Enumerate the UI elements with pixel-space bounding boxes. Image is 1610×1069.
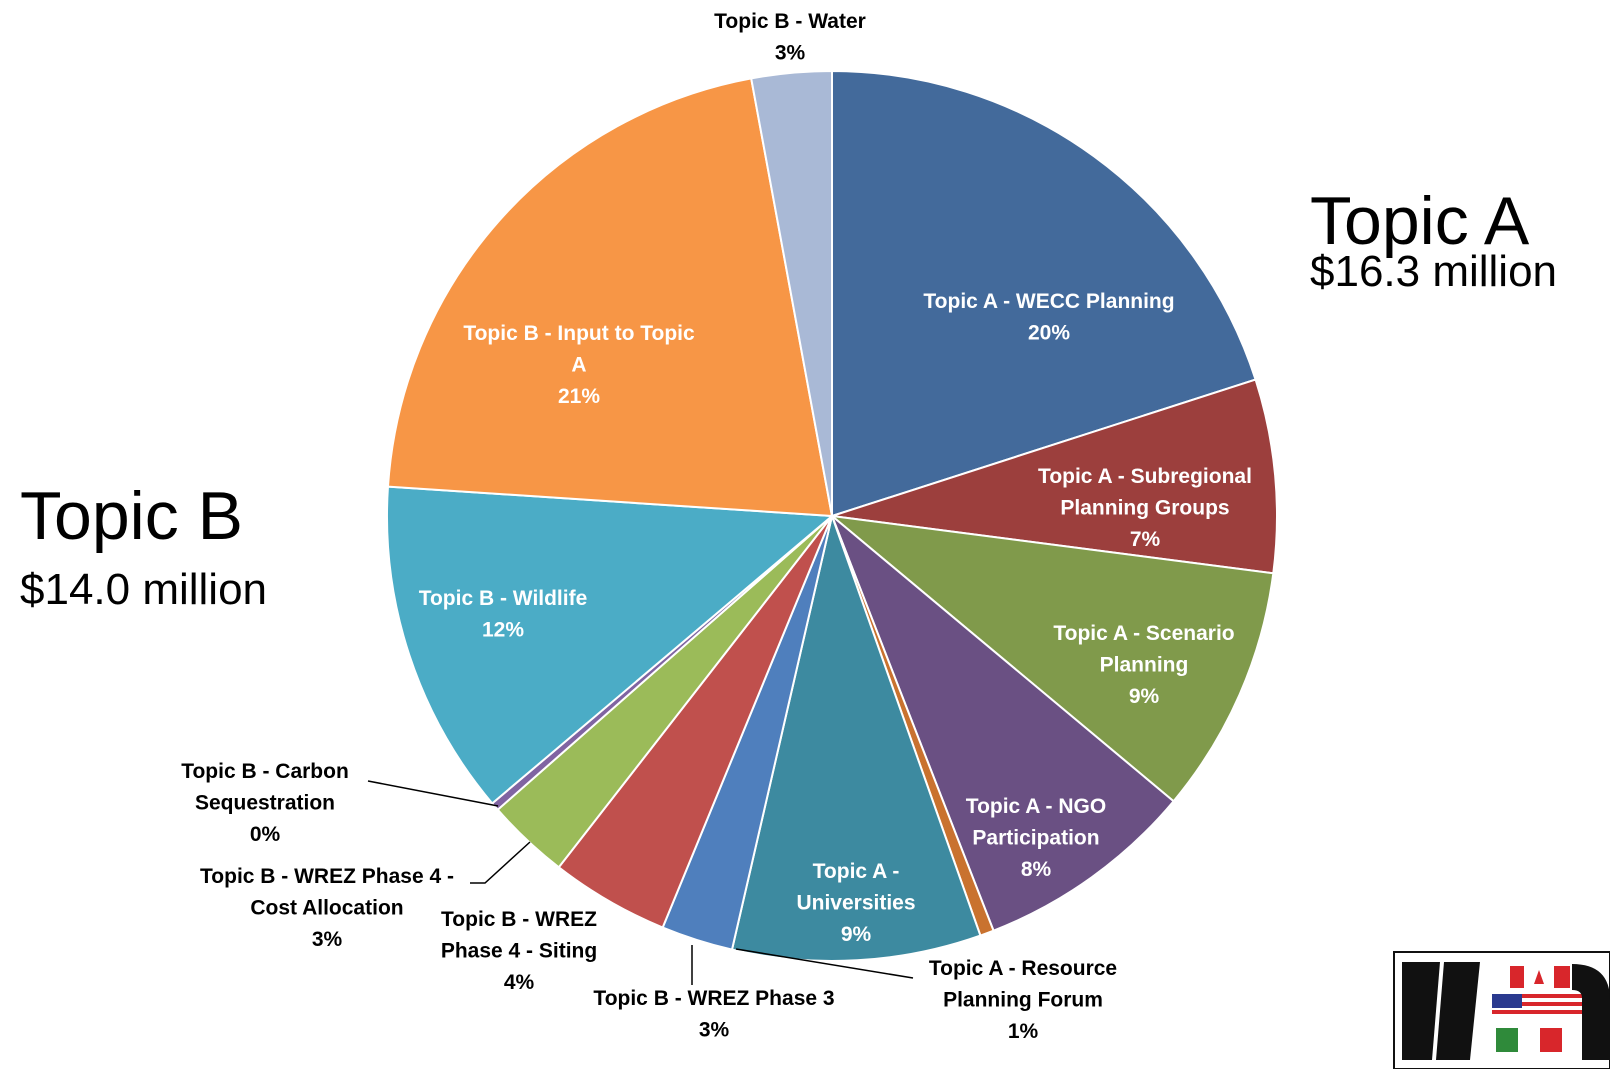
pie-slice-2 <box>828 514 1275 803</box>
slice-label-3: Topic A - NGO Participation 8% <box>966 795 1106 881</box>
slice-label-10: Topic B - Wildlife 12% <box>419 587 588 642</box>
pie-slice-12 <box>750 69 833 517</box>
pie-slice-10 <box>386 485 835 805</box>
topic-a-title: Topic A <box>1310 183 1530 259</box>
slice-label-line-7-0: Topic B - WREZ <box>441 908 597 931</box>
slice-percent-6: 3% <box>699 1018 730 1041</box>
slice-percent-8: 3% <box>312 928 343 951</box>
slice-label-5: Topic A - Universities 9% <box>796 860 915 946</box>
slice-label-line-3-1: Participation <box>972 826 1099 849</box>
slice-label-line-8-1: Cost Allocation <box>250 896 403 919</box>
slice-percent-4: 1% <box>1008 1020 1039 1043</box>
slice-percent-9: 0% <box>250 823 281 846</box>
slice-labels: Topic A - WECC Planning 20% Topic A - Subr… <box>181 10 1252 1043</box>
slice-label-line-11-1: A <box>571 353 586 376</box>
pie-slice-3 <box>831 515 1175 932</box>
pie-slice-1 <box>831 378 1278 575</box>
slice-label-line-5-0: Topic A - <box>813 860 900 883</box>
slice-label-line-4-1: Planning Forum <box>943 988 1103 1011</box>
slice-label-8: Topic B - WREZ Phase 4 - Cost Allocation 3… <box>200 865 454 951</box>
slice-label-12: Topic B - Water 3% <box>714 10 866 65</box>
slice-label-6: Topic B - WREZ Phase 3 3% <box>593 987 834 1042</box>
slice-label-0: Topic A - WECC Planning 20% <box>923 290 1174 345</box>
slice-label-9: Topic B - Carbon Sequestration 0% <box>181 760 349 846</box>
slice-label-line-11-0: Topic B - Input to Topic <box>463 322 695 345</box>
slice-percent-11: 21% <box>558 385 600 408</box>
slice-label-line-7-1: Phase 4 - Siting <box>441 939 597 962</box>
slice-percent-10: 12% <box>482 618 524 641</box>
pie-slices <box>386 69 1278 963</box>
slice-label-11: Topic B - Input to Topic A 21% <box>463 322 695 408</box>
slice-label-line-1-1: Planning Groups <box>1060 496 1229 519</box>
slice-percent-5: 9% <box>841 923 872 946</box>
slice-label-line-2-0: Topic A - Scenario <box>1053 622 1234 645</box>
slice-percent-0: 20% <box>1028 321 1070 344</box>
slice-label-1: Topic A - Subregional Planning Groups 7% <box>1038 465 1252 551</box>
slice-label-line-10-0: Topic B - Wildlife <box>419 587 588 610</box>
slice-percent-2: 9% <box>1129 685 1160 708</box>
pie-slice-11 <box>386 77 834 518</box>
slice-label-2: Topic A - Scenario Planning 9% <box>1053 622 1234 708</box>
slice-label-7: Topic B - WREZ Phase 4 - Siting 4% <box>441 908 597 994</box>
pie-slice-0 <box>831 69 1257 518</box>
slice-percent-3: 8% <box>1021 858 1052 881</box>
pie-slice-5 <box>730 512 982 963</box>
leader-line-8 <box>470 841 531 884</box>
wecc-logo <box>1392 950 1610 1069</box>
slice-label-line-9-1: Sequestration <box>195 791 335 814</box>
slice-label-line-0-0: Topic A - WECC Planning <box>923 290 1174 313</box>
slice-label-line-1-0: Topic A - Subregional <box>1038 465 1252 488</box>
slice-label-4: Topic A - Resource Planning Forum 1% <box>929 957 1117 1043</box>
slice-label-line-8-0: Topic B - WREZ Phase 4 - <box>200 865 454 888</box>
topic-a-amount: $16.3 million <box>1310 247 1558 296</box>
slice-label-line-9-0: Topic B - Carbon <box>181 760 349 783</box>
slice-percent-12: 3% <box>775 41 806 64</box>
leader-line-4 <box>735 948 914 979</box>
slice-label-line-12-0: Topic B - Water <box>714 10 866 33</box>
topic-b-title: Topic B <box>20 478 243 554</box>
leader-lines <box>367 780 914 985</box>
leader-line-9 <box>367 780 499 807</box>
slice-label-line-4-0: Topic A - Resource <box>929 957 1117 980</box>
topic-b-amount: $14.0 million <box>20 565 268 614</box>
slice-label-line-3-0: Topic A - NGO <box>966 795 1106 818</box>
slice-label-line-5-1: Universities <box>796 891 915 914</box>
slice-label-line-2-1: Planning <box>1100 653 1189 676</box>
slice-label-line-6-0: Topic B - WREZ Phase 3 <box>593 987 834 1010</box>
slice-percent-7: 4% <box>504 971 535 994</box>
slice-percent-1: 7% <box>1130 528 1161 551</box>
